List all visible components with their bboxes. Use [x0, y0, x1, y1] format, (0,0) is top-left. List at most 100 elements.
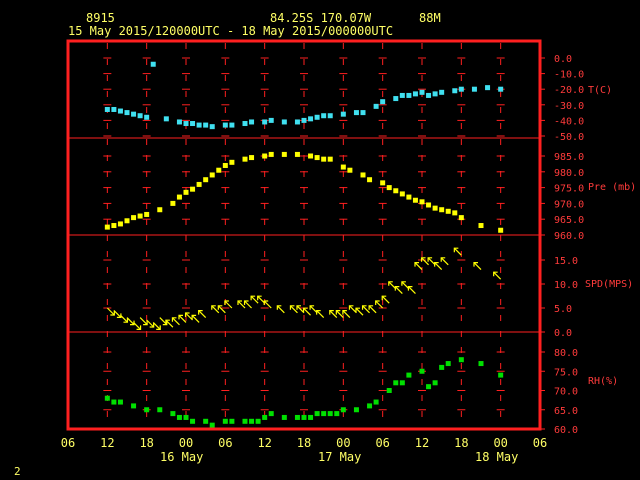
wind-arrow	[348, 305, 357, 314]
data-point	[249, 119, 255, 125]
wind-arrow	[146, 319, 155, 328]
wind-arrow	[440, 257, 449, 266]
wind-arrow	[434, 262, 443, 271]
data-point	[367, 403, 373, 409]
data-point	[452, 210, 458, 216]
data-point	[242, 121, 248, 127]
wind-arrow	[276, 305, 285, 314]
data-point	[340, 407, 346, 413]
data-point	[360, 172, 366, 178]
data-point	[268, 117, 274, 123]
data-point	[203, 177, 209, 183]
data-point	[111, 223, 117, 229]
data-point	[124, 218, 130, 224]
data-point	[399, 191, 405, 197]
x-tick-label: 00	[336, 436, 350, 450]
data-point	[176, 119, 182, 125]
data-point	[229, 122, 235, 128]
data-point	[308, 153, 314, 159]
wind-arrow	[329, 310, 338, 319]
x-tick-labels: 06 12 18 00 06 12 18 00 06 12 18 00 06	[61, 436, 547, 450]
wind-arrow	[165, 319, 174, 328]
data-point	[229, 159, 235, 165]
y-tick-label: 975.0	[554, 184, 584, 195]
data-point	[150, 61, 156, 67]
wind-arrow	[139, 317, 148, 326]
wind-arrow	[361, 305, 370, 314]
data-point	[426, 202, 432, 208]
data-point	[419, 89, 425, 95]
data-point	[419, 199, 425, 205]
wind-arrow	[289, 305, 298, 314]
y-tick-label: 5.0	[554, 304, 572, 315]
data-point	[432, 380, 438, 386]
data-point	[209, 422, 215, 428]
data-point	[242, 156, 248, 162]
wind-arrow	[237, 300, 246, 309]
y-tick-label: -30.0	[554, 101, 584, 112]
data-point	[249, 418, 255, 424]
wind-arrow	[473, 262, 482, 271]
data-point	[301, 414, 307, 420]
wind-arrow	[394, 286, 403, 295]
station-elevation: 88M	[419, 11, 441, 25]
data-point	[321, 411, 327, 417]
data-point	[144, 114, 150, 120]
wind-arrow	[420, 257, 429, 266]
data-point	[137, 213, 143, 219]
panel-label-humidity: RH(%)	[588, 376, 618, 387]
wind-arrow	[309, 305, 318, 314]
data-point	[157, 207, 163, 213]
data-point	[229, 418, 235, 424]
data-point	[445, 208, 451, 214]
data-point	[268, 151, 274, 157]
data-point	[314, 411, 320, 417]
wind-arrow	[335, 310, 344, 319]
x-tick-label: 06	[533, 436, 547, 450]
data-point	[262, 153, 268, 159]
data-point	[426, 384, 432, 390]
wind-arrow	[191, 314, 200, 323]
data-point	[353, 407, 359, 413]
data-point	[131, 111, 137, 117]
wind-arrow	[407, 286, 416, 295]
data-point	[183, 121, 189, 127]
data-point	[170, 200, 176, 206]
wind-arrow	[453, 247, 462, 256]
data-point	[196, 181, 202, 187]
panel-label-wind-speed: SPD(MPS)	[585, 279, 633, 290]
series-layer	[104, 61, 504, 428]
data-point	[249, 155, 255, 161]
data-point	[137, 113, 143, 119]
data-point	[268, 411, 274, 417]
y-tick-label: 70.0	[554, 387, 578, 398]
y-tick-label: 0.0	[554, 328, 572, 339]
page-number: 2	[14, 465, 21, 478]
y-tick-label: -40.0	[554, 116, 584, 127]
station-id: 8915	[86, 11, 115, 25]
data-point	[222, 418, 228, 424]
y-tick-label: 960.0	[554, 231, 584, 242]
data-point	[452, 88, 458, 94]
data-point	[327, 156, 333, 162]
data-point	[131, 215, 137, 221]
data-point	[347, 167, 353, 173]
data-point	[183, 414, 189, 420]
day-label-17-may: 17 May	[318, 450, 361, 464]
data-point	[242, 418, 248, 424]
data-point	[183, 189, 189, 195]
data-point	[203, 418, 209, 424]
y-tick-label: 970.0	[554, 199, 584, 210]
data-point	[439, 207, 445, 213]
y-tick-label: -10.0	[554, 70, 584, 81]
data-point	[334, 411, 340, 417]
wind-arrow	[133, 321, 142, 330]
data-point	[471, 86, 477, 92]
x-tick-label: 06	[61, 436, 75, 450]
data-point	[399, 380, 405, 386]
data-point	[367, 177, 373, 183]
station-location: 84.25S 170.07W	[270, 11, 372, 25]
data-point	[412, 197, 418, 203]
data-point	[104, 224, 110, 230]
data-point	[209, 124, 215, 130]
